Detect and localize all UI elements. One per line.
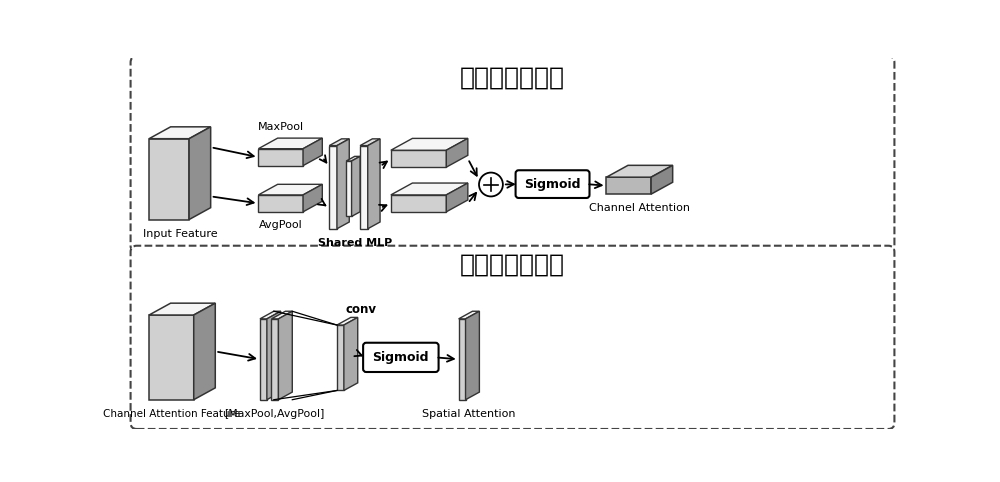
Polygon shape	[258, 149, 303, 166]
Polygon shape	[606, 177, 651, 194]
Polygon shape	[360, 146, 368, 229]
Text: 通道注意力模块: 通道注意力模块	[460, 66, 565, 90]
Polygon shape	[329, 139, 349, 146]
Polygon shape	[606, 165, 673, 177]
Text: [MaxPool,AvgPool]: [MaxPool,AvgPool]	[224, 409, 325, 419]
Polygon shape	[271, 319, 278, 400]
Text: Input Feature: Input Feature	[143, 229, 217, 239]
Text: Spatial Attention: Spatial Attention	[422, 409, 516, 419]
Polygon shape	[267, 311, 281, 400]
Polygon shape	[271, 311, 292, 319]
Text: 空间注意力模块: 空间注意力模块	[460, 252, 565, 276]
Polygon shape	[337, 318, 358, 325]
Text: Channel Attention Feature: Channel Attention Feature	[103, 409, 240, 419]
Polygon shape	[466, 311, 479, 400]
Polygon shape	[446, 183, 468, 212]
Polygon shape	[149, 139, 189, 219]
Polygon shape	[189, 127, 211, 219]
FancyBboxPatch shape	[363, 343, 439, 372]
Polygon shape	[258, 138, 322, 149]
Polygon shape	[391, 195, 446, 212]
Text: Shared MLP: Shared MLP	[318, 238, 392, 248]
Polygon shape	[446, 138, 468, 167]
FancyBboxPatch shape	[131, 56, 894, 252]
Polygon shape	[360, 139, 380, 146]
Polygon shape	[391, 150, 446, 167]
Polygon shape	[258, 195, 303, 212]
Polygon shape	[337, 325, 344, 390]
Polygon shape	[391, 138, 468, 150]
Polygon shape	[651, 165, 673, 194]
Polygon shape	[278, 311, 292, 400]
Text: Sigmoid: Sigmoid	[524, 178, 581, 190]
Polygon shape	[346, 161, 352, 216]
Polygon shape	[368, 139, 380, 229]
Polygon shape	[303, 138, 322, 166]
Polygon shape	[303, 184, 322, 212]
Polygon shape	[149, 127, 211, 139]
Polygon shape	[258, 184, 322, 195]
Polygon shape	[337, 139, 349, 229]
Polygon shape	[329, 146, 337, 229]
Polygon shape	[344, 318, 358, 390]
Text: Sigmoid: Sigmoid	[373, 351, 429, 364]
Text: MaxPool: MaxPool	[258, 122, 304, 132]
Polygon shape	[149, 303, 215, 315]
Polygon shape	[352, 156, 360, 216]
Polygon shape	[346, 156, 360, 161]
Polygon shape	[149, 315, 194, 400]
FancyBboxPatch shape	[131, 246, 894, 429]
Polygon shape	[194, 303, 215, 400]
Text: AvgPool: AvgPool	[259, 219, 303, 229]
Text: Channel Attention: Channel Attention	[589, 203, 690, 214]
Polygon shape	[391, 183, 468, 195]
Circle shape	[479, 173, 503, 197]
Polygon shape	[260, 319, 267, 400]
FancyBboxPatch shape	[516, 170, 590, 198]
Polygon shape	[459, 311, 479, 319]
Polygon shape	[459, 319, 466, 400]
Polygon shape	[260, 311, 281, 319]
Text: conv: conv	[346, 303, 377, 316]
